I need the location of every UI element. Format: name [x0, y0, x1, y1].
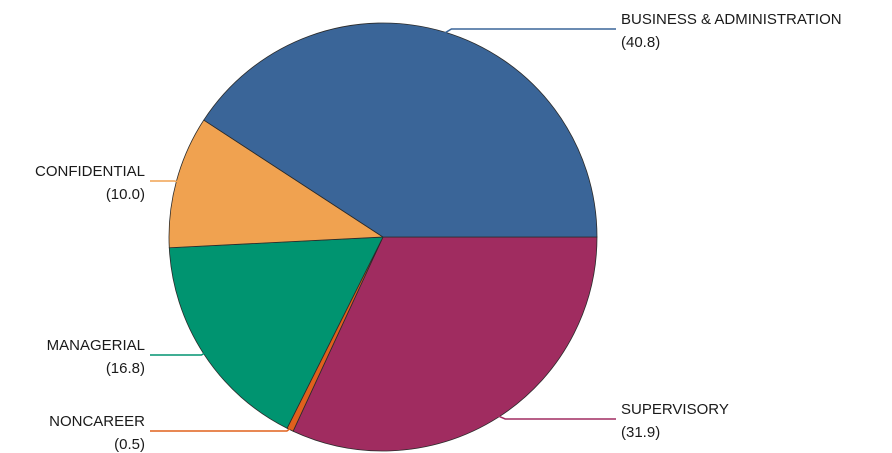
- slice-value-business-and-administration: (40.8): [621, 34, 660, 51]
- slice-value-managerial: (16.8): [106, 360, 145, 377]
- slice-label-managerial: MANAGERIAL: [47, 337, 145, 354]
- slice-value-noncareer: (0.5): [114, 436, 145, 453]
- slice-label-business-and-administration: BUSINESS & ADMINISTRATION: [621, 11, 842, 28]
- leader-line-supervisory: [496, 414, 616, 420]
- pie-slices: [168, 22, 598, 452]
- slice-labels: SUPERVISORY (31.9) NONCAREER (0.5) MANAGERIA…: [35, 11, 842, 453]
- leader-line-managerial: [150, 352, 206, 356]
- slice-business-and-administration: [203, 22, 598, 238]
- leader-line-noncareer: [150, 427, 292, 432]
- leader-line-confidential: [150, 180, 179, 183]
- leader-lines: [150, 28, 616, 432]
- slice-value-confidential: (10.0): [106, 186, 145, 203]
- slice-value-supervisory: (31.9): [621, 424, 660, 441]
- leader-line-business-and-administration: [443, 28, 616, 35]
- slice-supervisory: [292, 236, 598, 452]
- slice-label-confidential: CONFIDENTIAL: [35, 163, 145, 180]
- slice-label-noncareer: NONCAREER: [49, 413, 145, 430]
- slice-label-supervisory: SUPERVISORY: [621, 401, 729, 418]
